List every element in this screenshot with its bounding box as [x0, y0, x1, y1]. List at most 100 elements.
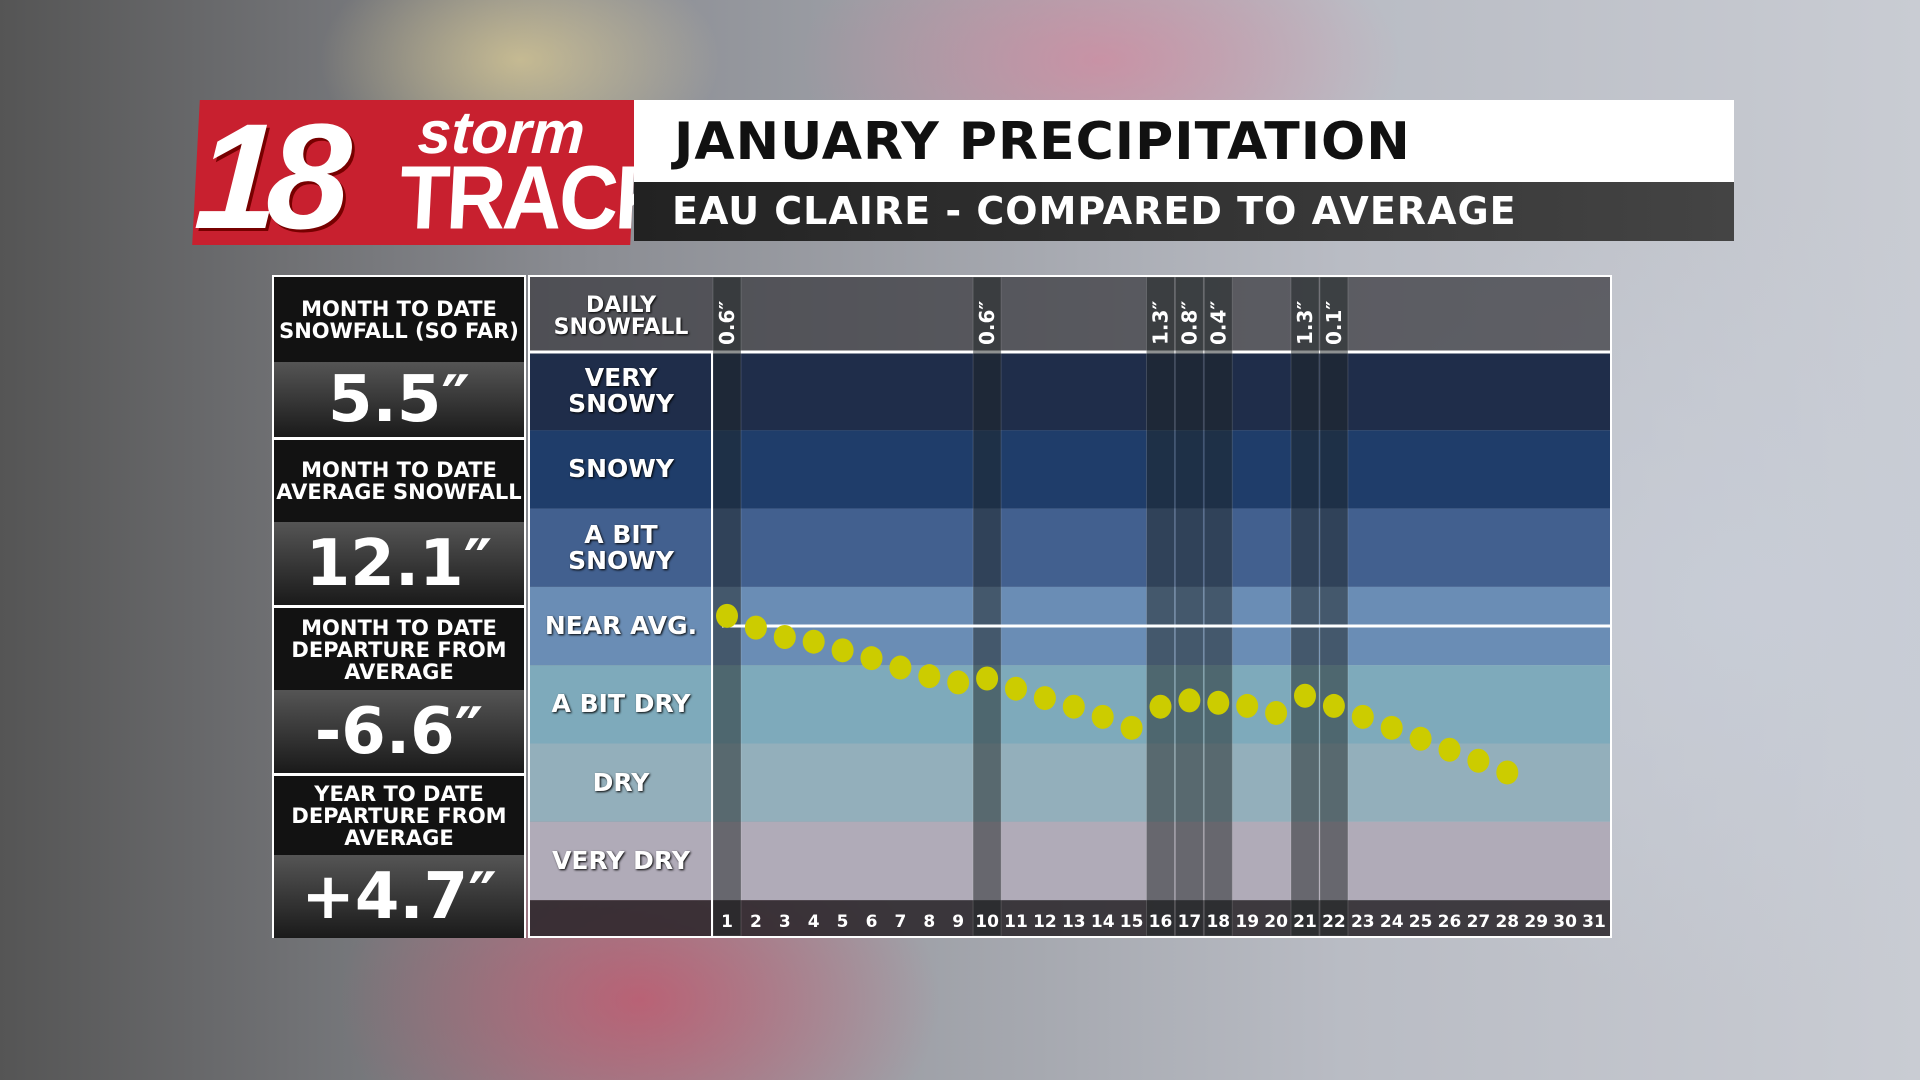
- band-label: VERY DRY: [552, 845, 690, 875]
- snowfall-dot: [716, 603, 738, 628]
- snow-day-column: [1146, 277, 1175, 936]
- x-tick-label: 20: [1264, 912, 1288, 932]
- snowfall-amount-label: 0.4″: [1206, 301, 1230, 345]
- x-tick-label: 30: [1553, 912, 1577, 932]
- snowfall-dot: [1005, 676, 1027, 701]
- snowfall-amount-label: 0.6″: [975, 301, 999, 345]
- snow-day-column: [1319, 277, 1349, 936]
- snowfall-header-row: [530, 277, 1610, 352]
- band-very-snowy: [530, 352, 1610, 431]
- stat-label: MONTH TO DATE AVERAGE SNOWFALL: [274, 440, 524, 522]
- x-tick-label: 26: [1438, 912, 1462, 932]
- x-tick-label: 10: [975, 912, 999, 932]
- stat-value: 12.1″: [274, 522, 524, 608]
- logo-word-track: TRACK: [397, 148, 675, 249]
- x-tick-label: 19: [1235, 912, 1259, 932]
- stat-mtd-departure: MONTH TO DATE DEPARTURE FROM AVERAGE -6.…: [274, 610, 524, 776]
- x-tick-label: 3: [779, 912, 791, 932]
- snowfall-dot: [1265, 700, 1288, 725]
- snowfall-chart: 0.6″ 0.6″ 1.3″ 0.8″ 0.4″ 1.3″ 0.1″ 1 2 3 4 5 6 7 8 9 10 1…: [528, 275, 1612, 938]
- snowfall-dot: [1438, 737, 1461, 762]
- page-subtitle: EAU CLAIRE - COMPARED TO AVERAGE: [634, 182, 1734, 241]
- x-tick-label: 27: [1467, 912, 1491, 932]
- snowfall-dot: [1062, 694, 1085, 719]
- snowfall-dot: [1236, 693, 1259, 718]
- stats-panel: MONTH TO DATE SNOWFALL (SO FAR) 5.5″ MON…: [272, 275, 526, 938]
- stat-value: -6.6″: [274, 690, 524, 776]
- snowfall-amount-label: 1.3″: [1293, 301, 1317, 345]
- snowfall-dot: [1322, 693, 1345, 718]
- x-tick-label: 31: [1582, 912, 1606, 932]
- chart-svg: 0.6″ 0.6″ 1.3″ 0.8″ 0.4″ 1.3″ 0.1″1 2 3 4 5 6 7 8 9 10 1…: [530, 277, 1610, 936]
- band-label: A BIT SNOWY: [568, 519, 674, 575]
- snowfall-dot: [947, 670, 970, 695]
- x-tick-label: 14: [1091, 912, 1115, 932]
- stat-label: MONTH TO DATE SNOWFALL (SO FAR): [274, 277, 524, 362]
- x-axis-row: [530, 900, 1610, 936]
- snowfall-dot: [1496, 760, 1519, 785]
- band-label: NEAR AVG.: [544, 611, 698, 641]
- snowfall-dot: [831, 638, 854, 663]
- x-tick-label: 23: [1351, 912, 1375, 932]
- snowfall-dot: [860, 646, 883, 671]
- snow-day-column: [1174, 277, 1204, 936]
- snow-day-column: [1203, 277, 1233, 936]
- snowfall-dot: [1409, 726, 1432, 751]
- x-tick-label: 28: [1495, 912, 1519, 932]
- band-label: SNOWY: [568, 454, 674, 484]
- x-tick-label: 11: [1004, 912, 1028, 932]
- x-tick-label: 21: [1293, 912, 1317, 932]
- x-tick-label: 17: [1178, 912, 1202, 932]
- x-tick-label: 25: [1409, 912, 1433, 932]
- snowfall-dot: [889, 655, 912, 680]
- snowfall-dot: [1120, 715, 1143, 740]
- band-label: DRY: [592, 767, 650, 797]
- snowfall-dot: [1033, 686, 1056, 711]
- stat-mtd-average: MONTH TO DATE AVERAGE SNOWFALL 12.1″: [274, 440, 524, 608]
- snowfall-amount-label: 0.8″: [1177, 301, 1201, 345]
- snowfall-amount-label: 0.1″: [1322, 301, 1346, 345]
- storm-track-logo: 18 storm TRACK: [191, 92, 674, 260]
- snow-day-column: [1290, 277, 1320, 936]
- snowfall-dot: [744, 615, 767, 640]
- x-tick-label: 7: [894, 912, 906, 932]
- snowfall-dot: [1149, 694, 1172, 719]
- x-tick-label: 2: [750, 912, 762, 932]
- snowfall-dot: [976, 666, 999, 691]
- snowfall-dot: [1380, 715, 1403, 740]
- x-tick-label: 4: [808, 912, 820, 932]
- x-tick-label: 6: [866, 912, 878, 932]
- band-snowy: [530, 430, 1610, 509]
- x-tick-label: 22: [1322, 912, 1346, 932]
- x-tick-label: 18: [1206, 912, 1230, 932]
- band-label: A BIT DRY: [551, 689, 691, 719]
- snowfall-dot: [1351, 704, 1374, 729]
- stat-value: +4.7″: [274, 855, 524, 938]
- band-dry: [530, 743, 1610, 822]
- daily-snowfall-label: DAILY SNOWFALL: [553, 293, 689, 340]
- stat-label: MONTH TO DATE DEPARTURE FROM AVERAGE: [274, 610, 524, 690]
- snowfall-dot: [1091, 704, 1114, 729]
- page-title: JANUARY PRECIPITATION: [634, 100, 1734, 182]
- x-tick-label: 24: [1380, 912, 1404, 932]
- band-very-dry: [530, 821, 1610, 901]
- x-tick-label: 16: [1149, 912, 1173, 932]
- stat-label: YEAR TO DATE DEPARTURE FROM AVERAGE: [274, 777, 524, 855]
- x-tick-label: 9: [952, 912, 964, 932]
- snowfall-dot: [918, 664, 941, 689]
- x-tick-label: 1: [721, 912, 733, 932]
- snowfall-dot: [802, 629, 825, 654]
- band-a-bit-snowy: [530, 508, 1610, 587]
- x-tick-label: 15: [1120, 912, 1144, 932]
- band-label: VERY SNOWY: [568, 363, 674, 419]
- logo-number: 18: [191, 92, 344, 260]
- x-tick-label: 5: [837, 912, 849, 932]
- x-tick-label: 13: [1062, 912, 1086, 932]
- x-tick-label: 12: [1033, 912, 1057, 932]
- snowfall-dot: [1467, 748, 1490, 773]
- x-tick-label: 8: [923, 912, 935, 932]
- snowfall-amount-label: 0.6″: [715, 301, 739, 345]
- snowfall-dot: [1207, 690, 1230, 715]
- stat-mtd-snowfall: MONTH TO DATE SNOWFALL (SO FAR) 5.5″: [274, 277, 524, 440]
- snow-day-column: [972, 277, 1002, 936]
